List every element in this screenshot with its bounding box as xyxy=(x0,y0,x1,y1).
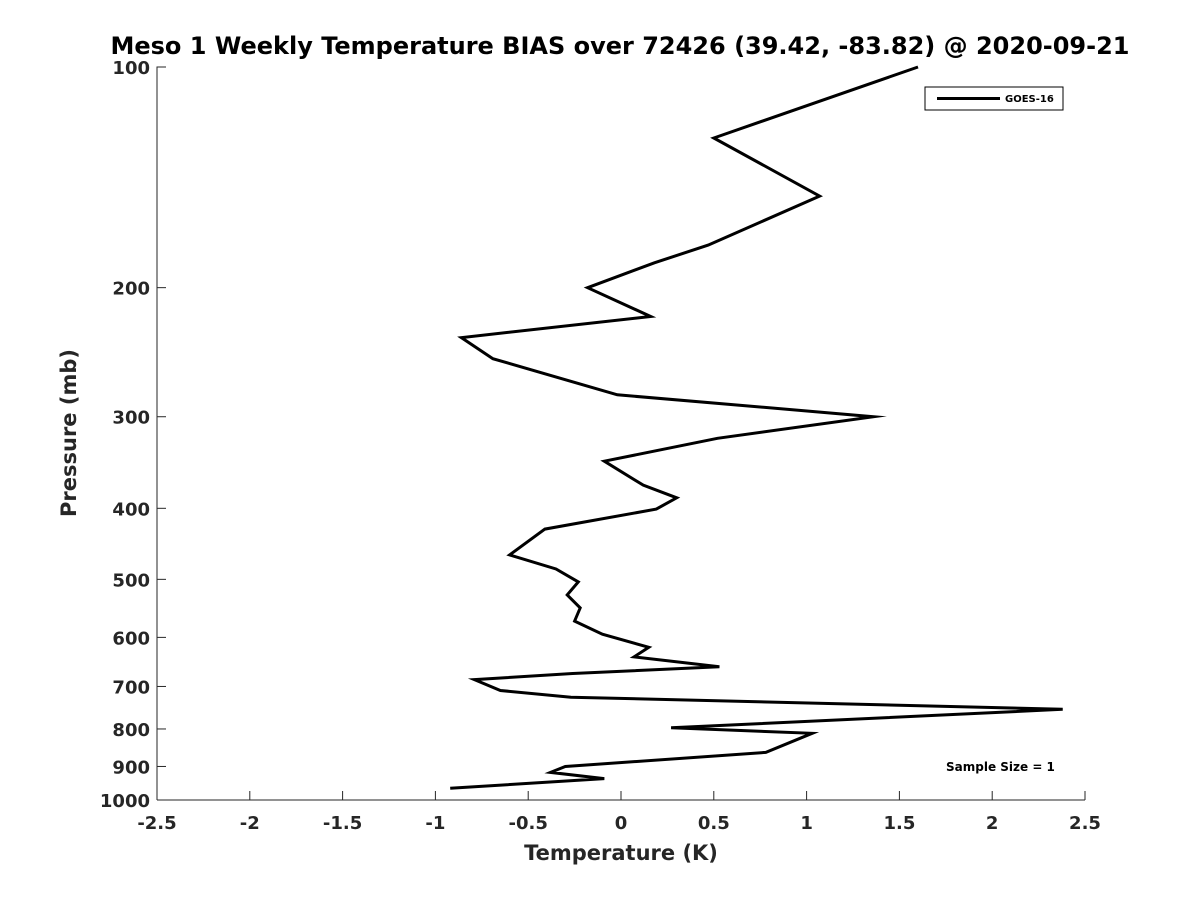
x-tick-label: 0 xyxy=(615,813,628,834)
x-tick-label: 1 xyxy=(800,813,813,834)
y-tick-label: 100 xyxy=(112,58,150,79)
chart-title: Meso 1 Weekly Temperature BIAS over 7242… xyxy=(110,32,1129,60)
y-tick-label: 900 xyxy=(112,757,150,778)
x-axis-ticks: -2.5 -2 -1.5 -1 -0.5 0 0.5 1 1.5 2 2.5 xyxy=(137,791,1101,834)
x-tick-label: 1.5 xyxy=(883,813,915,834)
x-tick-label: -0.5 xyxy=(509,813,548,834)
x-tick-label: 2 xyxy=(986,813,999,834)
x-tick-label: 0.5 xyxy=(698,813,730,834)
y-tick-label: 600 xyxy=(112,628,150,649)
data-lines xyxy=(450,65,1063,790)
y-axis-label: Pressure (mb) xyxy=(57,349,81,517)
x-tick-label: -2 xyxy=(240,813,260,834)
y-tick-label: 400 xyxy=(112,499,150,520)
y-tick-label: 200 xyxy=(112,279,150,300)
x-tick-label: -2.5 xyxy=(137,813,176,834)
legend-label-goes-16: GOES-16 xyxy=(1005,94,1054,105)
y-tick-label: 300 xyxy=(112,408,150,429)
x-tick-label: 2.5 xyxy=(1069,813,1101,834)
y-tick-label: 1000 xyxy=(100,791,150,812)
y-axis-ticks: 100 200 300 400 500 600 700 800 900 1000 xyxy=(100,58,166,812)
y-tick-label: 700 xyxy=(112,677,150,698)
x-axis-label: Temperature (K) xyxy=(524,841,718,865)
x-tick-label: -1.5 xyxy=(323,813,362,834)
y-tick-label: 500 xyxy=(112,570,150,591)
y-tick-label: 800 xyxy=(112,720,150,741)
sample-size-annotation: Sample Size = 1 xyxy=(946,760,1055,774)
x-tick-label: -1 xyxy=(425,813,445,834)
legend: GOES-16 xyxy=(924,86,1064,111)
series-line-goes-16 xyxy=(450,65,1063,790)
